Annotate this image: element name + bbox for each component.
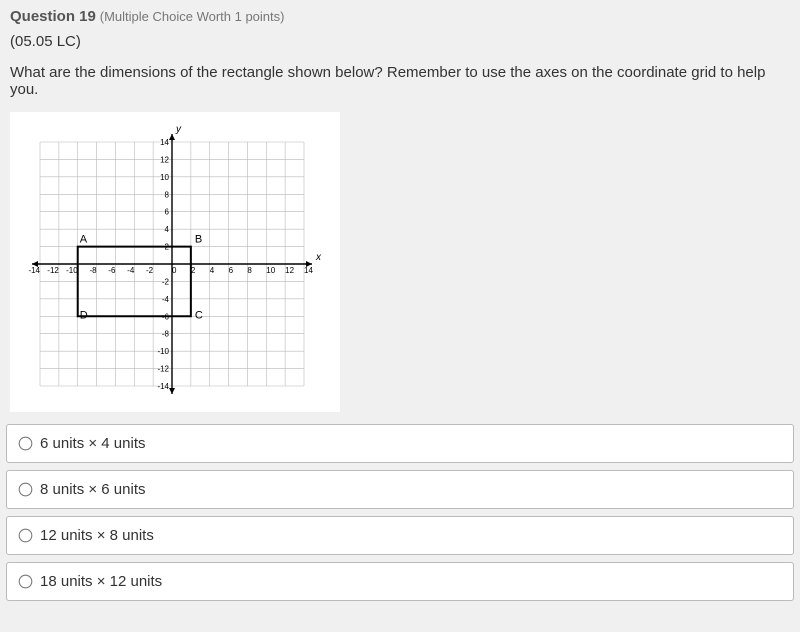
svg-text:-2: -2 — [162, 277, 170, 286]
svg-text:-12: -12 — [157, 365, 169, 374]
question-header: Question 19 (Multiple Choice Worth 1 poi… — [0, 0, 800, 27]
coordinate-grid-chart: -14-12-10-8-6-4-2024681012141412108642-2… — [10, 112, 340, 412]
svg-text:-10: -10 — [66, 266, 78, 275]
svg-text:10: 10 — [266, 266, 275, 275]
svg-text:-4: -4 — [162, 295, 170, 304]
svg-text:-10: -10 — [157, 347, 169, 356]
svg-text:x: x — [315, 252, 322, 263]
question-text: What are the dimensions of the rectangle… — [0, 60, 800, 112]
svg-text:10: 10 — [160, 173, 169, 182]
svg-text:-6: -6 — [108, 266, 116, 275]
svg-text:14: 14 — [160, 138, 169, 147]
grid-svg: -14-12-10-8-6-4-2024681012141412108642-2… — [22, 124, 322, 404]
svg-text:8: 8 — [165, 190, 170, 199]
svg-text:4: 4 — [210, 266, 215, 275]
question-number: Question 19 — [10, 8, 96, 25]
option-b-label: 8 units × 6 units — [40, 481, 145, 498]
svg-text:4: 4 — [165, 225, 170, 234]
svg-text:12: 12 — [285, 266, 294, 275]
answer-options: 6 units × 4 units 8 units × 6 units 12 u… — [0, 424, 800, 601]
svg-text:-8: -8 — [162, 330, 170, 339]
svg-text:6: 6 — [229, 266, 234, 275]
svg-text:0: 0 — [172, 266, 177, 275]
option-a-radio[interactable] — [19, 437, 33, 451]
option-a-label: 6 units × 4 units — [40, 435, 145, 452]
question-code: (05.05 LC) — [0, 27, 800, 60]
svg-text:B: B — [195, 234, 202, 246]
svg-text:-2: -2 — [146, 266, 154, 275]
option-c-radio[interactable] — [19, 529, 33, 543]
svg-text:C: C — [195, 309, 203, 321]
svg-text:-14: -14 — [157, 382, 169, 391]
svg-text:A: A — [80, 234, 88, 246]
option-b[interactable]: 8 units × 6 units — [6, 470, 794, 509]
option-c[interactable]: 12 units × 8 units — [6, 516, 794, 555]
option-d-radio[interactable] — [19, 575, 33, 589]
option-a[interactable]: 6 units × 4 units — [6, 424, 794, 463]
svg-text:-4: -4 — [127, 266, 135, 275]
svg-text:y: y — [175, 124, 182, 135]
option-b-radio[interactable] — [19, 483, 33, 497]
svg-text:12: 12 — [160, 155, 169, 164]
svg-text:D: D — [80, 309, 88, 321]
option-d-label: 18 units × 12 units — [40, 573, 162, 590]
svg-text:8: 8 — [247, 266, 252, 275]
option-d[interactable]: 18 units × 12 units — [6, 562, 794, 601]
option-c-label: 12 units × 8 units — [40, 527, 154, 544]
svg-text:6: 6 — [165, 208, 170, 217]
svg-text:-8: -8 — [89, 266, 97, 275]
svg-text:-12: -12 — [47, 266, 59, 275]
question-points: (Multiple Choice Worth 1 points) — [100, 9, 285, 24]
svg-text:14: 14 — [304, 266, 313, 275]
svg-text:-14: -14 — [28, 266, 40, 275]
